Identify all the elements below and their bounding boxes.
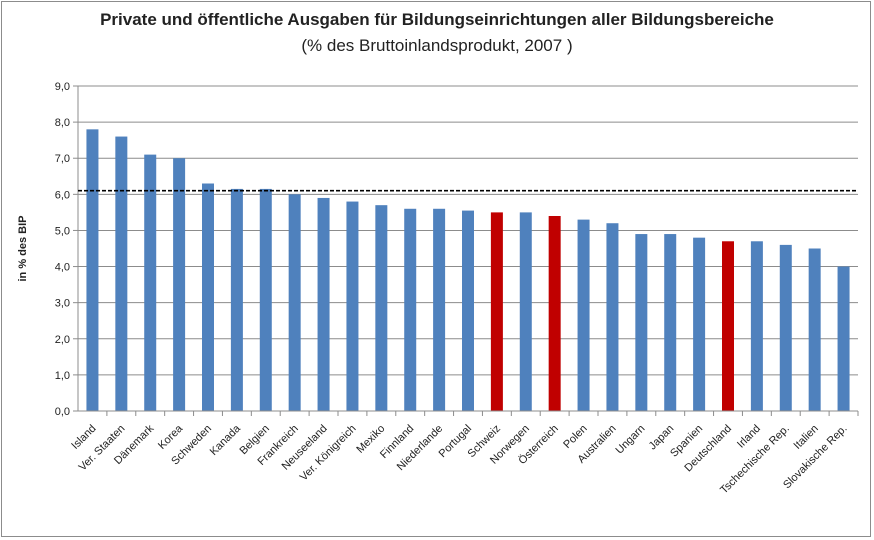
bar: [837, 266, 850, 411]
y-tick-label: 2,0: [55, 334, 70, 346]
bar: [635, 234, 648, 411]
bar: [259, 188, 272, 411]
bar: [346, 201, 359, 411]
bar: [577, 219, 590, 411]
chart-title: Private und öffentliche Ausgaben für Bil…: [100, 10, 774, 29]
bar: [375, 205, 388, 411]
x-tick-label: Ungarn: [613, 423, 647, 457]
y-tick-label: 7,0: [55, 153, 70, 165]
bar: [693, 237, 706, 411]
bar: [288, 194, 301, 411]
bar: [750, 241, 763, 411]
chart-subtitle: (% des Bruttoinlandsprodukt, 2007 ): [301, 36, 573, 55]
y-tick-label: 3,0: [55, 298, 70, 310]
bar: [606, 223, 619, 411]
y-tick-label: 8,0: [55, 117, 70, 129]
bar: [173, 158, 186, 411]
bar: [433, 208, 446, 411]
bar: [548, 216, 561, 411]
bar: [144, 154, 157, 411]
bar: [86, 129, 99, 412]
bar: [230, 188, 243, 411]
bar: [404, 208, 417, 411]
bar: [808, 248, 821, 411]
bar: [317, 197, 330, 411]
bar: [779, 244, 792, 411]
y-tick-label: 9,0: [55, 81, 70, 93]
y-tick-label: 4,0: [55, 262, 70, 274]
y-axis-label: in % des BIP: [17, 215, 29, 281]
x-tick-label: Kanada: [208, 422, 244, 458]
bar: [519, 212, 532, 411]
y-tick-label: 6,0: [55, 189, 70, 201]
bar: [115, 136, 128, 412]
y-tick-label: 1,0: [55, 370, 70, 382]
y-tick-label: 5,0: [55, 225, 70, 237]
y-tick-label: 0,0: [55, 406, 70, 418]
bar: [722, 241, 734, 411]
bar: [202, 183, 214, 411]
bar: [462, 210, 474, 411]
bar: [664, 234, 677, 411]
bar: [490, 212, 503, 411]
